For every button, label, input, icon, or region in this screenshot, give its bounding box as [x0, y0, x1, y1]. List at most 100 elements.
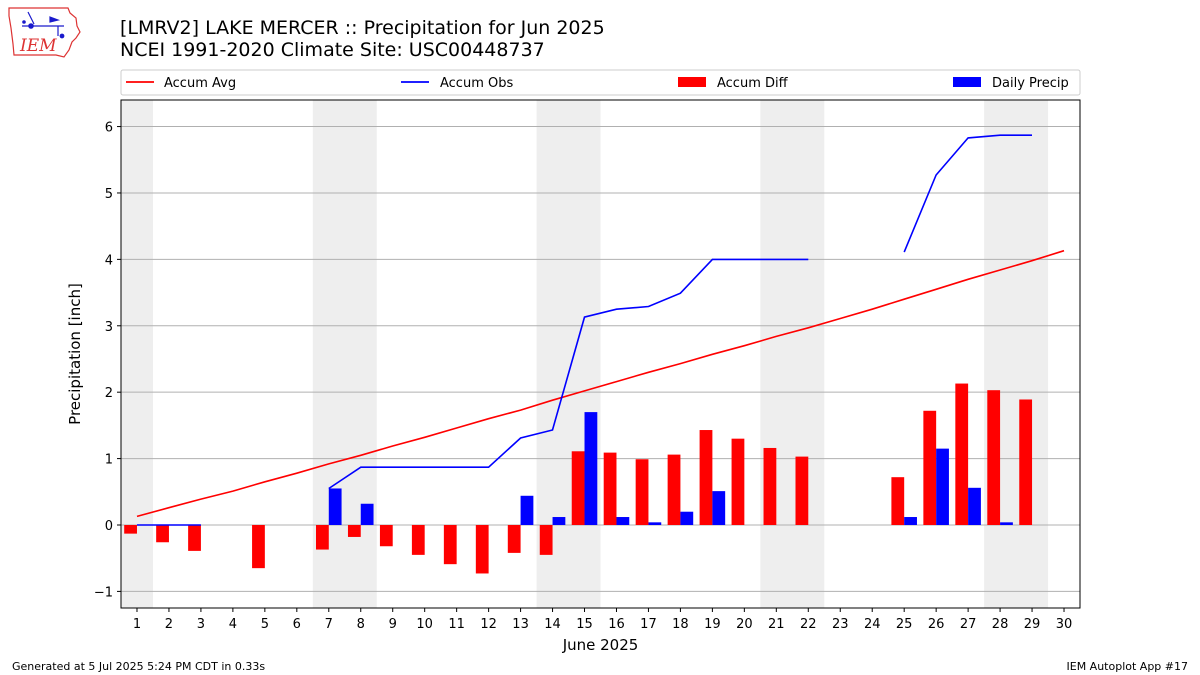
accum-diff-bar [315, 524, 329, 550]
accum-diff-bar [731, 438, 745, 525]
iowa-state-outline [8, 7, 81, 58]
x-tick-label: 15 [576, 617, 593, 632]
accum-diff-bar [156, 524, 169, 543]
legend: Accum Avg Accum Obs Accum Diff Daily Precip [120, 69, 1081, 96]
x-tick-label: 11 [448, 617, 465, 632]
daily-precip-bar [616, 517, 630, 525]
legend-label: Daily Precip [992, 76, 1069, 91]
x-tick-label: 24 [864, 617, 881, 632]
daily-precip-bar [648, 522, 662, 525]
daily-precip-bar [968, 487, 981, 525]
x-tick-label: 18 [672, 617, 689, 632]
daily-precip-bar [904, 517, 917, 525]
generated-timestamp: Generated at 5 Jul 2025 5:24 PM CDT in 0… [12, 660, 266, 673]
y-axis-title: Precipitation [inch] [66, 283, 84, 425]
accum-diff-bar [124, 524, 137, 534]
daily-precip-bar [360, 503, 374, 525]
x-tick-label: 8 [357, 617, 365, 632]
accum-diff-bar [667, 454, 681, 525]
x-tick-label: 16 [608, 617, 625, 632]
legend-item-accum-avg: Accum Avg [126, 76, 236, 91]
x-axis-title: June 2025 [562, 636, 639, 654]
x-tick-label: 9 [389, 617, 397, 632]
accum-diff-bar [635, 459, 649, 525]
legend-label: Accum Avg [164, 76, 236, 91]
accum-diff-bar [603, 452, 617, 525]
accum-diff-bar [923, 410, 937, 525]
x-tick-label: 6 [293, 617, 301, 632]
accum-diff-bar [379, 524, 393, 547]
weather-station-icon [22, 11, 65, 39]
legend-item-daily-precip: Daily Precip [953, 76, 1069, 91]
x-tick-label: 30 [1056, 617, 1073, 632]
x-tick-label: 5 [261, 617, 269, 632]
accum-diff-bar [955, 383, 969, 525]
legend-swatch [678, 77, 706, 87]
y-tick-label: 0 [105, 519, 113, 534]
x-tick-label: 21 [768, 617, 785, 632]
accum-diff-bar [411, 524, 425, 555]
y-tick-label: 3 [105, 320, 113, 335]
accum-obs-line [903, 134, 1032, 253]
x-tick-label: 26 [928, 617, 945, 632]
y-tick-label: 2 [105, 386, 113, 401]
accum-diff-bar [571, 451, 585, 525]
accum-diff-bar [699, 430, 713, 525]
legend-label: Accum Diff [717, 76, 789, 91]
y-tick-label: 6 [105, 121, 113, 136]
legend-item-accum-obs: Accum Obs [401, 76, 513, 91]
x-tick-label: 7 [325, 617, 333, 632]
x-tick-label: 23 [832, 617, 849, 632]
accum-diff-bar [188, 524, 201, 551]
legend-swatch [953, 77, 981, 87]
daily-precip-bar [328, 488, 342, 525]
accum-diff-bar [987, 390, 1001, 525]
legend-item-accum-diff: Accum Diff [678, 76, 789, 91]
accum-diff-bar [763, 447, 777, 525]
x-tick-label: 19 [704, 617, 721, 632]
autoplot-app-label: IEM Autoplot App #17 [1066, 660, 1189, 673]
daily-precip-bar [712, 491, 726, 525]
daily-precip-bar [520, 495, 534, 525]
daily-precip-bar [1000, 522, 1013, 525]
chart-subtitle: NCEI 1991-2020 Climate Site: USC00448737 [120, 39, 545, 61]
iem-logo: IEM [8, 7, 81, 58]
x-tick-label: 2 [165, 617, 173, 632]
legend-frame [120, 69, 1081, 96]
accum-diff-bar [795, 456, 809, 525]
x-tick-label: 27 [960, 617, 977, 632]
weekend-shade [760, 100, 825, 608]
y-tick-label: 1 [105, 453, 113, 468]
weekend-shade [984, 100, 1049, 608]
x-tick-label: 4 [229, 617, 237, 632]
weekend-shade [121, 100, 153, 608]
accum-diff-bar [347, 524, 361, 537]
logo-text: IEM [19, 36, 57, 56]
accum-avg-line [136, 249, 1065, 518]
x-tick-label: 29 [1024, 617, 1041, 632]
x-tick-label: 1 [133, 617, 141, 632]
x-tick-label: 25 [896, 617, 913, 632]
x-tick-label: 20 [736, 617, 753, 632]
daily-precip-bar [584, 412, 598, 525]
y-tick-label: −1 [94, 585, 113, 600]
accum-diff-bar [539, 524, 553, 555]
accum-diff-bar [891, 477, 905, 525]
accum-obs-line [328, 258, 809, 490]
daily-precip-bar [680, 511, 694, 525]
accum-diff-bar [475, 524, 489, 574]
accum-diff-bar [252, 524, 265, 569]
x-tick-label: 13 [512, 617, 529, 632]
x-tick-label: 14 [544, 617, 561, 632]
daily-precip-bar [552, 517, 566, 525]
y-tick-label: 5 [105, 187, 113, 202]
plot-frame [120, 99, 1081, 609]
x-tick-label: 3 [197, 617, 205, 632]
legend-label: Accum Obs [440, 76, 513, 91]
chart-title: [LMRV2] LAKE MERCER :: Precipitation for… [120, 17, 605, 39]
x-tick-label: 28 [992, 617, 1009, 632]
x-tick-label: 10 [416, 617, 433, 632]
x-tick-label: 12 [480, 617, 497, 632]
accum-diff-bar [507, 524, 521, 553]
